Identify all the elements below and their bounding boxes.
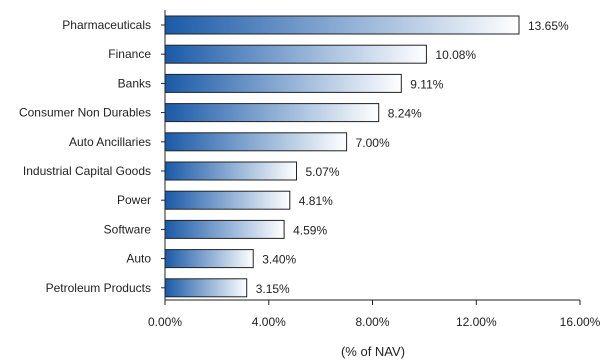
category-label: Consumer Non Durables xyxy=(19,106,151,120)
category-label: Power xyxy=(117,193,151,207)
value-label: 9.11% xyxy=(410,77,443,91)
category-label: Industrial Capital Goods xyxy=(23,164,151,178)
bar xyxy=(164,161,297,181)
bar xyxy=(164,278,248,298)
category-label: Petroleum Products xyxy=(46,281,151,295)
category-label: Banks xyxy=(118,76,151,90)
category-label: Pharmaceuticals xyxy=(62,18,151,32)
x-tick-label: 4.00% xyxy=(252,315,286,329)
x-tick-label: 0.00% xyxy=(148,315,182,329)
category-label: Auto Ancillaries xyxy=(69,135,151,149)
value-label: 8.24% xyxy=(388,107,422,121)
value-label: 13.65% xyxy=(528,19,569,33)
bar xyxy=(164,219,285,239)
x-tick-label: 16.00% xyxy=(560,315,601,329)
value-label: 4.81% xyxy=(299,194,333,208)
bar xyxy=(164,103,380,123)
value-label: 7.00% xyxy=(356,136,390,150)
category-label: Auto xyxy=(126,252,151,266)
bar xyxy=(164,190,291,210)
bar xyxy=(164,73,402,93)
value-label: 3.15% xyxy=(256,282,290,296)
bar xyxy=(164,132,348,152)
value-label: 5.07% xyxy=(306,165,340,179)
category-label: Finance xyxy=(108,47,151,61)
value-label: 3.40% xyxy=(262,253,296,267)
axes-layer: 0.00% 4.00% 8.00% 12.00% 16.00% xyxy=(148,10,601,329)
x-tick-label: 12.00% xyxy=(456,315,497,329)
bars-layer: Pharmaceuticals 13.65% Finance 10.08% Banks 9… xyxy=(19,15,569,298)
bar xyxy=(164,15,520,35)
value-label: 4.59% xyxy=(293,223,327,237)
value-label: 10.08% xyxy=(435,48,476,62)
x-axis-title: (% of NAV) xyxy=(341,344,405,359)
bar xyxy=(164,44,427,64)
bar xyxy=(164,249,254,269)
category-label: Software xyxy=(104,222,152,236)
x-tick-label: 8.00% xyxy=(355,315,389,329)
